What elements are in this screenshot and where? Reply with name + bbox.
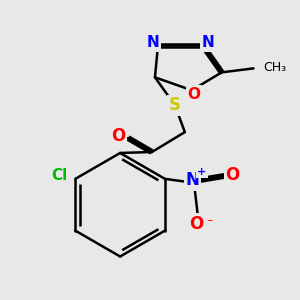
- Text: N: N: [186, 171, 200, 189]
- Text: ⁻: ⁻: [206, 217, 213, 230]
- Text: N: N: [147, 35, 159, 50]
- Text: O: O: [189, 215, 203, 233]
- Text: O: O: [187, 87, 200, 102]
- Text: +: +: [197, 167, 206, 177]
- Text: N: N: [201, 35, 214, 50]
- Text: Cl: Cl: [51, 168, 68, 183]
- Text: O: O: [111, 127, 125, 145]
- Text: CH₃: CH₃: [263, 61, 286, 74]
- Text: S: S: [169, 96, 181, 114]
- Text: O: O: [226, 166, 240, 184]
